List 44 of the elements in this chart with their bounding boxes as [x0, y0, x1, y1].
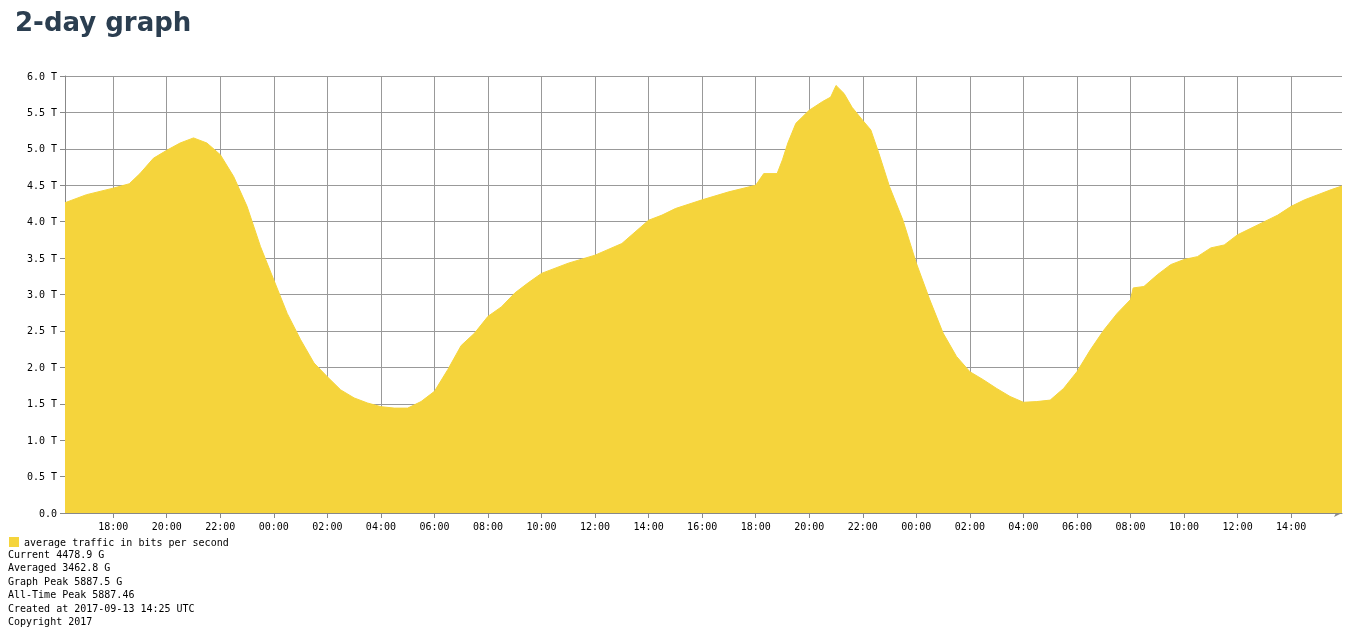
x-tick-label: 00:00 [901, 520, 932, 532]
y-tick-label: 5.0 T [26, 143, 57, 155]
y-tick-label: 1.0 T [26, 434, 57, 446]
text: Current 4478.9 G [8, 548, 105, 560]
y-tick-label: 2.5 T [26, 325, 57, 337]
x-tick-label: 20:00 [151, 520, 182, 532]
x-tick-label: 14:00 [633, 520, 664, 532]
x-tick-label: 00:00 [258, 520, 289, 532]
x-tick-label: 12:00 [1222, 520, 1253, 532]
x-tick-label: 22:00 [847, 520, 878, 532]
y-tick-label: 5.5 T [26, 106, 57, 118]
x-tick-label: 14:00 [1276, 520, 1307, 532]
x-tick-label: 16:00 [687, 520, 718, 532]
y-tick-label: 1.5 T [26, 398, 57, 410]
x-tick-label: 18:00 [98, 520, 129, 532]
x-tick-label: 20:00 [794, 520, 825, 532]
text: Graph Peak 5887.5 G [8, 575, 123, 587]
x-tick-label: 08:00 [1115, 520, 1146, 532]
x-tick-label: 12:00 [580, 520, 611, 532]
y-tick-label: 6.0 T [26, 70, 57, 82]
chart-title: 2-day graph [15, 7, 192, 37]
x-tick-label: 18:00 [740, 520, 771, 532]
x-tick-label: 02:00 [312, 520, 343, 532]
x-tick-label: 02:00 [954, 520, 985, 532]
text: All-Time Peak 5887.46 [8, 589, 135, 600]
x-tick-label: 22:00 [205, 520, 236, 532]
x-tick-label: 06:00 [1061, 520, 1093, 532]
y-tick-label: 4.0 T [26, 216, 57, 228]
y-tick-label: 2.0 T [26, 361, 57, 373]
y-tick-label: 0.5 T [26, 471, 57, 483]
x-tick-label: 06:00 [419, 520, 450, 532]
y-tick-label: 4.5 T [26, 179, 57, 191]
text: Created at 2017-09-13 14:25 UTC [8, 602, 195, 614]
y-tick-label: 0.0 [38, 507, 57, 519]
x-tick-label: 04:00 [1008, 520, 1039, 532]
text: Averaged 3462.8 G [8, 562, 111, 573]
y-tick-label: 3.5 T [26, 252, 57, 264]
x-tick-label: 10:00 [1168, 520, 1200, 532]
y-tick-label: 3.0 T [26, 289, 57, 300]
x-tick-label: 08:00 [472, 520, 504, 532]
legend-label: average traffic in bits per second [24, 536, 229, 548]
x-tick-label: 04:00 [365, 520, 396, 532]
x-tick-label: 10:00 [526, 520, 557, 532]
text: Copyright 2017 [8, 616, 93, 627]
